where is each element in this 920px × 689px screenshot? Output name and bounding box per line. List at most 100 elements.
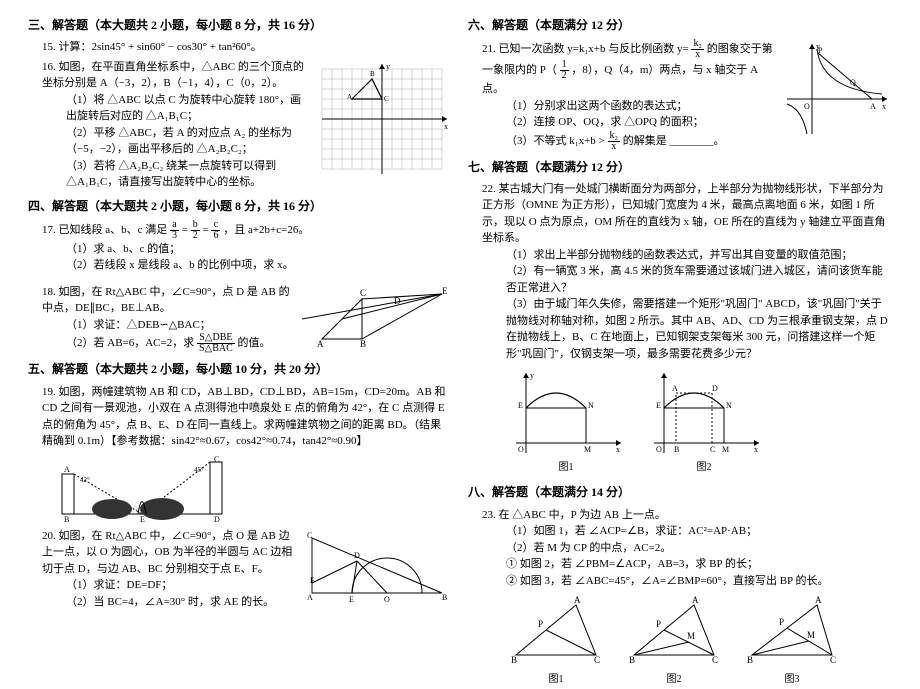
- q17-frac-c: c6: [211, 220, 220, 241]
- svg-text:A: A: [317, 339, 324, 349]
- svg-text:E: E: [518, 401, 523, 410]
- q21: x y O P Q A 21. 已知一次函数 y=k₁x+b 与反比例函数 y=…: [482, 39, 892, 152]
- section-4-title: 四、解答题（本大题共 2 小题，每小题 8 分，共 16 分）: [28, 197, 452, 216]
- svg-text:N: N: [726, 401, 732, 410]
- q23-2: （2）若 M 为 CP 的中点，AC=2。: [506, 540, 892, 557]
- svg-text:E: E: [349, 595, 354, 604]
- q21-figure: x y O P Q A: [782, 39, 892, 139]
- q21-stem: 21. 已知一次函数 y=k₁x+b 与反比例函数 y=: [482, 43, 689, 55]
- svg-text:B: B: [674, 445, 679, 454]
- svg-text:A: A: [692, 595, 699, 605]
- svg-text:B: B: [747, 655, 753, 665]
- q23-fig2: A B C P M 图2: [624, 595, 724, 687]
- q22-fig2: O B C M E N A D x 图2: [644, 368, 764, 475]
- q17: 17. 已知线段 a、b、c 满足 a3 = b2 = c6 ，且 a+2b+c…: [42, 220, 452, 274]
- q20-figure: C A B O E D F: [302, 528, 452, 608]
- svg-text:A: A: [347, 93, 352, 101]
- svg-text:C: C: [360, 288, 366, 298]
- q19-figure: A B C D E 42° 45°: [42, 454, 452, 524]
- svg-text:C: C: [710, 445, 715, 454]
- q22-fig1: O M E N x y 图1: [506, 368, 626, 475]
- svg-text:B: B: [442, 593, 447, 602]
- q20-stem: 20. 如图，在 Rt△ABC 中，∠C=90°，点 O 是 AB 边上一点，以…: [42, 530, 292, 575]
- q23-stem: 23. 在 △ABC 中，P 为边 AB 上一点。: [482, 509, 666, 521]
- svg-text:A: A: [815, 595, 822, 605]
- svg-text:E: E: [140, 515, 145, 524]
- section-6-title: 六、解答题（本题满分 12 分）: [468, 16, 892, 35]
- q21-frac2: k₂x: [608, 131, 621, 152]
- svg-text:C: C: [830, 655, 836, 665]
- svg-text:A: A: [64, 465, 70, 474]
- svg-text:P: P: [779, 617, 784, 627]
- svg-text:C: C: [594, 655, 600, 665]
- q23-fig3: A B C P M 图3: [742, 595, 842, 687]
- q16-grid-figure: x y A B C: [312, 59, 452, 179]
- q17-eq: ，且 a+2b+c=26。: [223, 224, 309, 236]
- q19: 19. 如图，两幢建筑物 AB 和 CD，AB⊥BD，CD⊥BD，AB=15m，…: [42, 384, 452, 524]
- q23-fig3-label: 图3: [742, 672, 842, 687]
- svg-text:42°: 42°: [80, 476, 90, 484]
- svg-text:A: A: [870, 102, 876, 111]
- q22-fig2-label: 图2: [644, 460, 764, 475]
- svg-text:C: C: [712, 655, 718, 665]
- svg-text:P: P: [818, 46, 823, 55]
- q17-stem: 17. 已知线段 a、b、c 满足: [42, 224, 167, 236]
- svg-text:B: B: [511, 655, 517, 665]
- q15: 15. 计算：2sin45° + sin60° − cos30° + tan²6…: [42, 39, 452, 56]
- q22-3: （3）由于城门年久失修，需要搭建一个矩形"巩固门" ABCD，该"巩固门"关于抛…: [506, 296, 892, 362]
- svg-text:M: M: [807, 630, 815, 640]
- svg-text:B: B: [629, 655, 635, 665]
- svg-text:O: O: [656, 445, 662, 454]
- q23-fig1-label: 图1: [506, 672, 606, 687]
- svg-text:45°: 45°: [194, 466, 204, 474]
- svg-text:x: x: [882, 102, 886, 111]
- svg-text:x: x: [754, 445, 758, 454]
- left-column: 三、解答题（本大题共 2 小题，每小题 8 分，共 16 分） 15. 计算：2…: [20, 10, 460, 641]
- svg-text:O: O: [384, 595, 390, 604]
- svg-text:F: F: [310, 576, 315, 585]
- q16-stem: 16. 如图，在平面直角坐标系中，△ABC 的三个顶点的坐标分别是 A（−3，2…: [42, 61, 304, 90]
- q23-1: （1）如图 1，若 ∠ACP=∠B，求证：AC²=AP·AB；: [506, 523, 892, 540]
- svg-text:P: P: [538, 619, 543, 629]
- svg-text:x: x: [444, 122, 448, 131]
- q22-2: （2）有一辆宽 3 米，高 4.5 米的货车需要通过该城门进入城区，请问该货车能…: [506, 263, 892, 296]
- right-column: 六、解答题（本题满分 12 分） x y O P Q A 21. 已知一次函数 …: [460, 10, 900, 641]
- svg-text:N: N: [588, 401, 594, 410]
- svg-text:C: C: [307, 531, 312, 540]
- svg-text:E: E: [442, 286, 448, 296]
- section-7-title: 七、解答题（本题满分 12 分）: [468, 158, 892, 177]
- q16: x y A B C 16. 如图，在平面直角坐标系中，△ABC 的三个顶点的坐标…: [42, 59, 452, 191]
- q17-2: （2）若线段 x 是线段 a、b 的比例中项，求 x。: [66, 257, 452, 274]
- svg-text:Q: Q: [850, 78, 856, 87]
- q22-figures: O M E N x y 图1 O: [502, 366, 892, 477]
- q23-figures: A B C P 图1 A B C P M 图2: [502, 593, 892, 689]
- svg-text:D: D: [712, 384, 718, 393]
- section-5-title: 五、解答题（本大题共 2 小题，每小题 10 分，共 20 分）: [28, 360, 452, 379]
- svg-text:A: A: [672, 384, 678, 393]
- svg-text:D: D: [214, 515, 220, 524]
- q21-frac-half: 12: [560, 60, 569, 81]
- svg-text:O: O: [518, 445, 524, 454]
- q18-ratio: S△DBES△BAC: [197, 333, 235, 354]
- svg-text:y: y: [530, 371, 534, 380]
- svg-text:E: E: [656, 401, 661, 410]
- q23-2b: ② 如图 3，若 ∠ABC=45°，∠A=∠BMP=60°，直接写出 BP 的长…: [506, 573, 892, 590]
- svg-text:x: x: [616, 445, 620, 454]
- q23-fig2-label: 图2: [624, 672, 724, 687]
- q23-fig1: A B C P 图1: [506, 595, 606, 687]
- q18: A B C D E 18. 如图，在 Rt△ABC 中，∠C=90°，点 D 是…: [42, 284, 452, 355]
- svg-text:D: D: [394, 296, 401, 306]
- q18-stem: 18. 如图，在 Rt△ABC 中，∠C=90°，点 D 是 AB 的中点，DE…: [42, 286, 290, 315]
- q17-frac-a: a3: [170, 220, 179, 241]
- svg-text:M: M: [687, 631, 695, 641]
- q23-2a: ① 如图 2，若 ∠PBM=∠ACP，AB=3，求 BP 的长；: [506, 556, 892, 573]
- svg-text:C: C: [384, 95, 389, 103]
- q23: 23. 在 △ABC 中，P 为边 AB 上一点。 （1）如图 1，若 ∠ACP…: [482, 507, 892, 689]
- svg-text:C: C: [214, 455, 219, 464]
- q21-frac1: k₂x: [691, 39, 704, 60]
- q19-stem: 19. 如图，两幢建筑物 AB 和 CD，AB⊥BD，CD⊥BD，AB=15m，…: [42, 386, 446, 448]
- section-8-title: 八、解答题（本题满分 14 分）: [468, 483, 892, 502]
- q22-1: （1）求出上半部分抛物线的函数表达式，并写出其自变量的取值范围；: [506, 247, 892, 264]
- q18-figure: A B C D E: [302, 284, 452, 354]
- q17-1: （1）求 a、b、c 的值；: [66, 241, 452, 258]
